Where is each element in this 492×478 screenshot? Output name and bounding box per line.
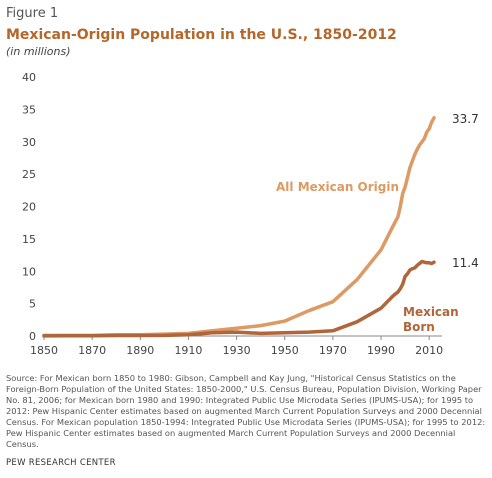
x-axis: 1850 1870 1890 1910 1930 1950 1970 1990 2010 (30, 335, 443, 357)
end-label-mexican-born: 11.4 (452, 256, 479, 270)
y-tick-label: 30 (22, 136, 36, 149)
series-label-mexican-born-line-2: Born (403, 320, 435, 334)
y-tick-label: 40 (22, 71, 36, 84)
series-label-all-mexican-origin: All Mexican Origin (276, 180, 399, 194)
x-tick-label: 1870 (78, 344, 106, 357)
source-note: Source: For Mexican born 1850 to 1980: G… (6, 373, 486, 449)
figure-label: Figure 1 (6, 6, 59, 21)
footer-credit: PEW RESEARCH CENTER (6, 458, 116, 468)
x-tick-label: 2010 (415, 344, 443, 357)
series-labels: All Mexican Origin Mexican Born 33.7 11.… (276, 112, 479, 334)
x-tick-label: 1950 (271, 344, 299, 357)
y-tick-label: 0 (29, 330, 36, 343)
x-tick-label: 1890 (126, 344, 154, 357)
series-line-mexican-born (42, 259, 436, 338)
y-tick-label: 15 (22, 233, 36, 246)
chart-title: Mexican-Origin Population in the U.S., 1… (6, 27, 397, 43)
chart-subtitle: (in millions) (6, 45, 71, 58)
x-tick-label: 1970 (319, 344, 347, 357)
series-label-mexican-born-line-1: Mexican (403, 305, 459, 319)
y-tick-label: 5 (29, 298, 36, 311)
end-label-all-mexican-origin: 33.7 (452, 112, 479, 126)
line-chart: 0 5 10 15 20 25 30 35 40 1850 1870 1890 1910 1930 195… (22, 71, 479, 357)
x-tick-label: 1990 (367, 344, 395, 357)
y-tick-label: 35 (22, 103, 36, 116)
y-tick-label: 25 (22, 168, 36, 181)
y-tick-label: 10 (22, 265, 36, 278)
y-tick-label: 20 (22, 201, 36, 214)
series-line-all-mexican-origin (42, 116, 436, 338)
x-tick-label: 1930 (223, 344, 251, 357)
series-lines (42, 116, 436, 338)
x-tick-label: 1910 (174, 344, 202, 357)
x-tick-label: 1850 (30, 344, 58, 357)
y-axis-ticks: 0 5 10 15 20 25 30 35 40 (22, 71, 36, 343)
